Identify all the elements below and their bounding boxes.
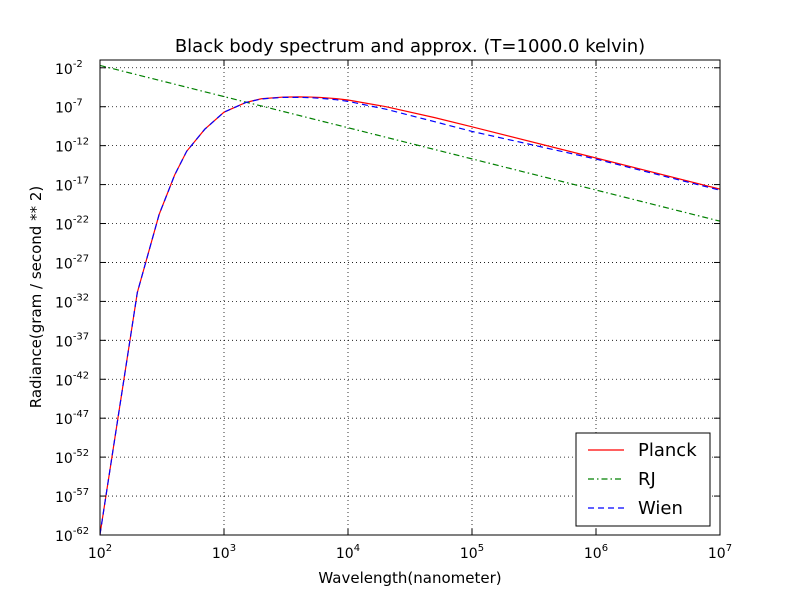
- legend-label-wien: Wien: [638, 498, 683, 519]
- y-tick-exponent: -2: [73, 59, 83, 70]
- y-tick-label: 10-22: [55, 215, 89, 234]
- x-tick-exponent: 3: [230, 543, 236, 554]
- y-tick-base: 10: [55, 101, 73, 117]
- y-tick-base: 10: [55, 62, 73, 78]
- y-tick-exponent: -27: [73, 253, 89, 264]
- y-tick-exponent: -12: [73, 137, 89, 148]
- x-tick-base: 10: [584, 546, 602, 562]
- y-tick-base: 10: [55, 140, 73, 156]
- x-tick-exponent: 5: [478, 543, 484, 554]
- x-tick-base: 10: [708, 546, 726, 562]
- x-axis-title: Wavelength(nanometer): [318, 569, 501, 587]
- y-tick-base: 10: [55, 373, 73, 389]
- y-tick-label: 10-37: [55, 331, 89, 350]
- x-tick-label: 105: [460, 543, 484, 562]
- legend: Planck RJ Wien: [575, 432, 711, 527]
- y-tick-exponent: -22: [73, 215, 89, 226]
- y-tick-label: 10-52: [55, 448, 89, 467]
- y-tick-exponent: -62: [73, 526, 89, 537]
- y-axis-title: Radiance(gram / second ** 2): [27, 186, 45, 409]
- y-tick-label: 10-12: [55, 137, 89, 156]
- y-tick-label: 10-62: [55, 526, 89, 545]
- y-tick-label: 10-27: [55, 253, 89, 272]
- y-tick-exponent: -52: [73, 448, 89, 459]
- x-tick-label: 103: [212, 543, 236, 562]
- x-tick-label: 107: [708, 543, 732, 562]
- x-tick-exponent: 7: [726, 543, 732, 554]
- y-tick-exponent: -32: [73, 292, 89, 303]
- legend-label-planck: Planck: [638, 440, 697, 461]
- y-tick-base: 10: [55, 490, 73, 506]
- series-line-planck: [100, 96, 720, 535]
- y-tick-label: 10-2: [55, 59, 83, 78]
- y-tick-base: 10: [55, 179, 73, 195]
- legend-label-rj: RJ: [638, 469, 656, 490]
- y-tick-label: 10-17: [55, 176, 89, 195]
- series-line-rj: [100, 64, 720, 222]
- x-tick-base: 10: [336, 546, 354, 562]
- y-tick-label: 10-42: [55, 370, 89, 389]
- series-layer: [100, 64, 720, 535]
- x-tick-label: 104: [336, 543, 360, 562]
- y-tick-exponent: -17: [73, 176, 89, 187]
- x-tick-exponent: 2: [106, 543, 112, 554]
- y-tick-label: 10-47: [55, 409, 89, 428]
- y-tick-label: 10-7: [55, 98, 83, 117]
- x-tick-base: 10: [460, 546, 478, 562]
- plot-frame: [99, 59, 721, 536]
- y-tick-base: 10: [55, 334, 73, 350]
- y-tick-exponent: -37: [73, 331, 89, 342]
- x-tick-exponent: 4: [354, 543, 360, 554]
- y-tick-exponent: -47: [73, 409, 89, 420]
- x-tick-label: 102: [88, 543, 112, 562]
- tick-layer: 102 103 104 105 106 10710-6210-5710-5210-4710…: [55, 59, 732, 562]
- y-tick-base: 10: [55, 295, 73, 311]
- x-tick-exponent: 6: [602, 543, 608, 554]
- y-tick-exponent: -42: [73, 370, 89, 381]
- y-tick-exponent: -57: [73, 487, 89, 498]
- y-tick-label: 10-57: [55, 487, 89, 506]
- y-tick-base: 10: [55, 256, 73, 272]
- chart-title: Black body spectrum and approx. (T=1000.…: [175, 36, 645, 57]
- x-tick-label: 106: [584, 543, 608, 562]
- y-tick-base: 10: [55, 412, 73, 428]
- y-tick-base: 10: [55, 529, 73, 545]
- y-tick-label: 10-32: [55, 292, 89, 311]
- y-tick-exponent: -7: [73, 98, 83, 109]
- y-tick-base: 10: [55, 218, 73, 234]
- y-tick-base: 10: [55, 451, 73, 467]
- x-tick-base: 10: [88, 546, 106, 562]
- x-tick-base: 10: [212, 546, 230, 562]
